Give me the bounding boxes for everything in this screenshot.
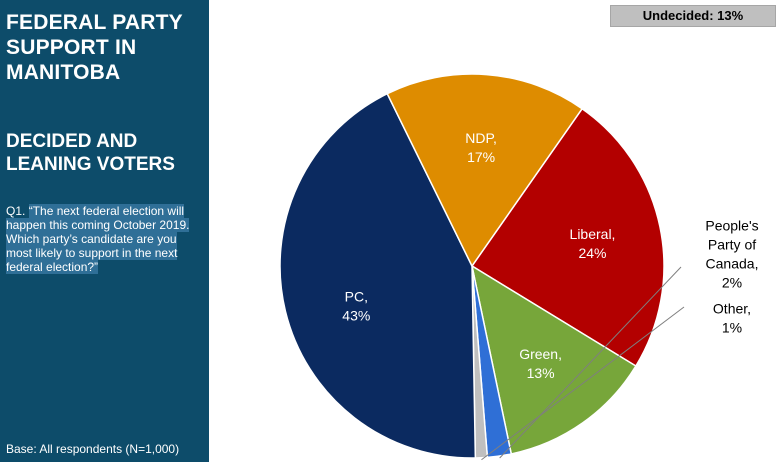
sidebar-title: FEDERAL PARTY SUPPORT IN MANITOBA — [6, 10, 206, 85]
slice-label-green: Green, 13% — [519, 346, 562, 381]
base-note: Base: All respondents (N=1,000) — [6, 442, 180, 456]
slice-label-line: Party of — [708, 237, 756, 253]
question-text: “The next federal election will happen t… — [6, 204, 190, 274]
slice-label-line: 17% — [467, 149, 495, 165]
slice-label-other: Other, 1% — [713, 301, 751, 336]
pie-chart: Liberal, 24% Green, 13% People's Party of Cana… — [279, 73, 759, 461]
pie-slice-liberal — [470, 107, 665, 368]
question-prefix: Q1. — [6, 204, 29, 218]
title-line: FEDERAL PARTY — [6, 11, 183, 34]
slice-labels: Liberal, 24% Green, 13% People's Party of Cana… — [342, 130, 758, 381]
slice-label-line: Other, — [713, 301, 751, 317]
slice-label-line: People's — [705, 218, 758, 234]
pie-slice-ndp — [386, 73, 584, 268]
leader-line-other — [481, 306, 685, 461]
slice-label-line: 43% — [342, 308, 370, 324]
title-line: SUPPORT IN — [6, 36, 137, 59]
slice-label-people-s: People's Party of Canada, 2% — [705, 218, 758, 291]
leader-line-people-s — [499, 266, 682, 459]
leader-lines — [481, 266, 685, 461]
slice-label-line: PC, — [345, 289, 368, 305]
subtitle-line: LEANING VOTERS — [6, 154, 175, 175]
slice-label-line: 1% — [722, 320, 742, 336]
slice-label-line: 2% — [722, 275, 742, 291]
pie-slice-pc — [279, 92, 477, 459]
sidebar-subtitle: DECIDED AND LEANING VOTERS — [6, 130, 206, 176]
title-line: MANITOBA — [6, 61, 121, 84]
slice-label-line: 24% — [578, 245, 606, 261]
subtitle-line: DECIDED AND — [6, 131, 138, 152]
survey-question: Q1. “The next federal election will happ… — [6, 204, 202, 274]
sidebar-panel: FEDERAL PARTY SUPPORT IN MANITOBA DECIDE… — [0, 0, 209, 462]
pie-slices — [279, 73, 665, 459]
slice-label-liberal: Liberal, 24% — [570, 226, 616, 261]
slice-label-ndp: NDP, 17% — [465, 130, 497, 165]
slice-label-line: Green, — [519, 346, 562, 362]
undecided-badge: Undecided: 13% — [610, 5, 776, 27]
slice-label-line: Liberal, — [570, 226, 616, 242]
pie-slice-green — [470, 264, 637, 455]
slice-label-pc: PC, 43% — [342, 289, 370, 324]
slice-label-line: Canada, — [706, 256, 759, 272]
slice-label-line: 13% — [527, 365, 555, 381]
slice-label-line: NDP, — [465, 130, 497, 146]
